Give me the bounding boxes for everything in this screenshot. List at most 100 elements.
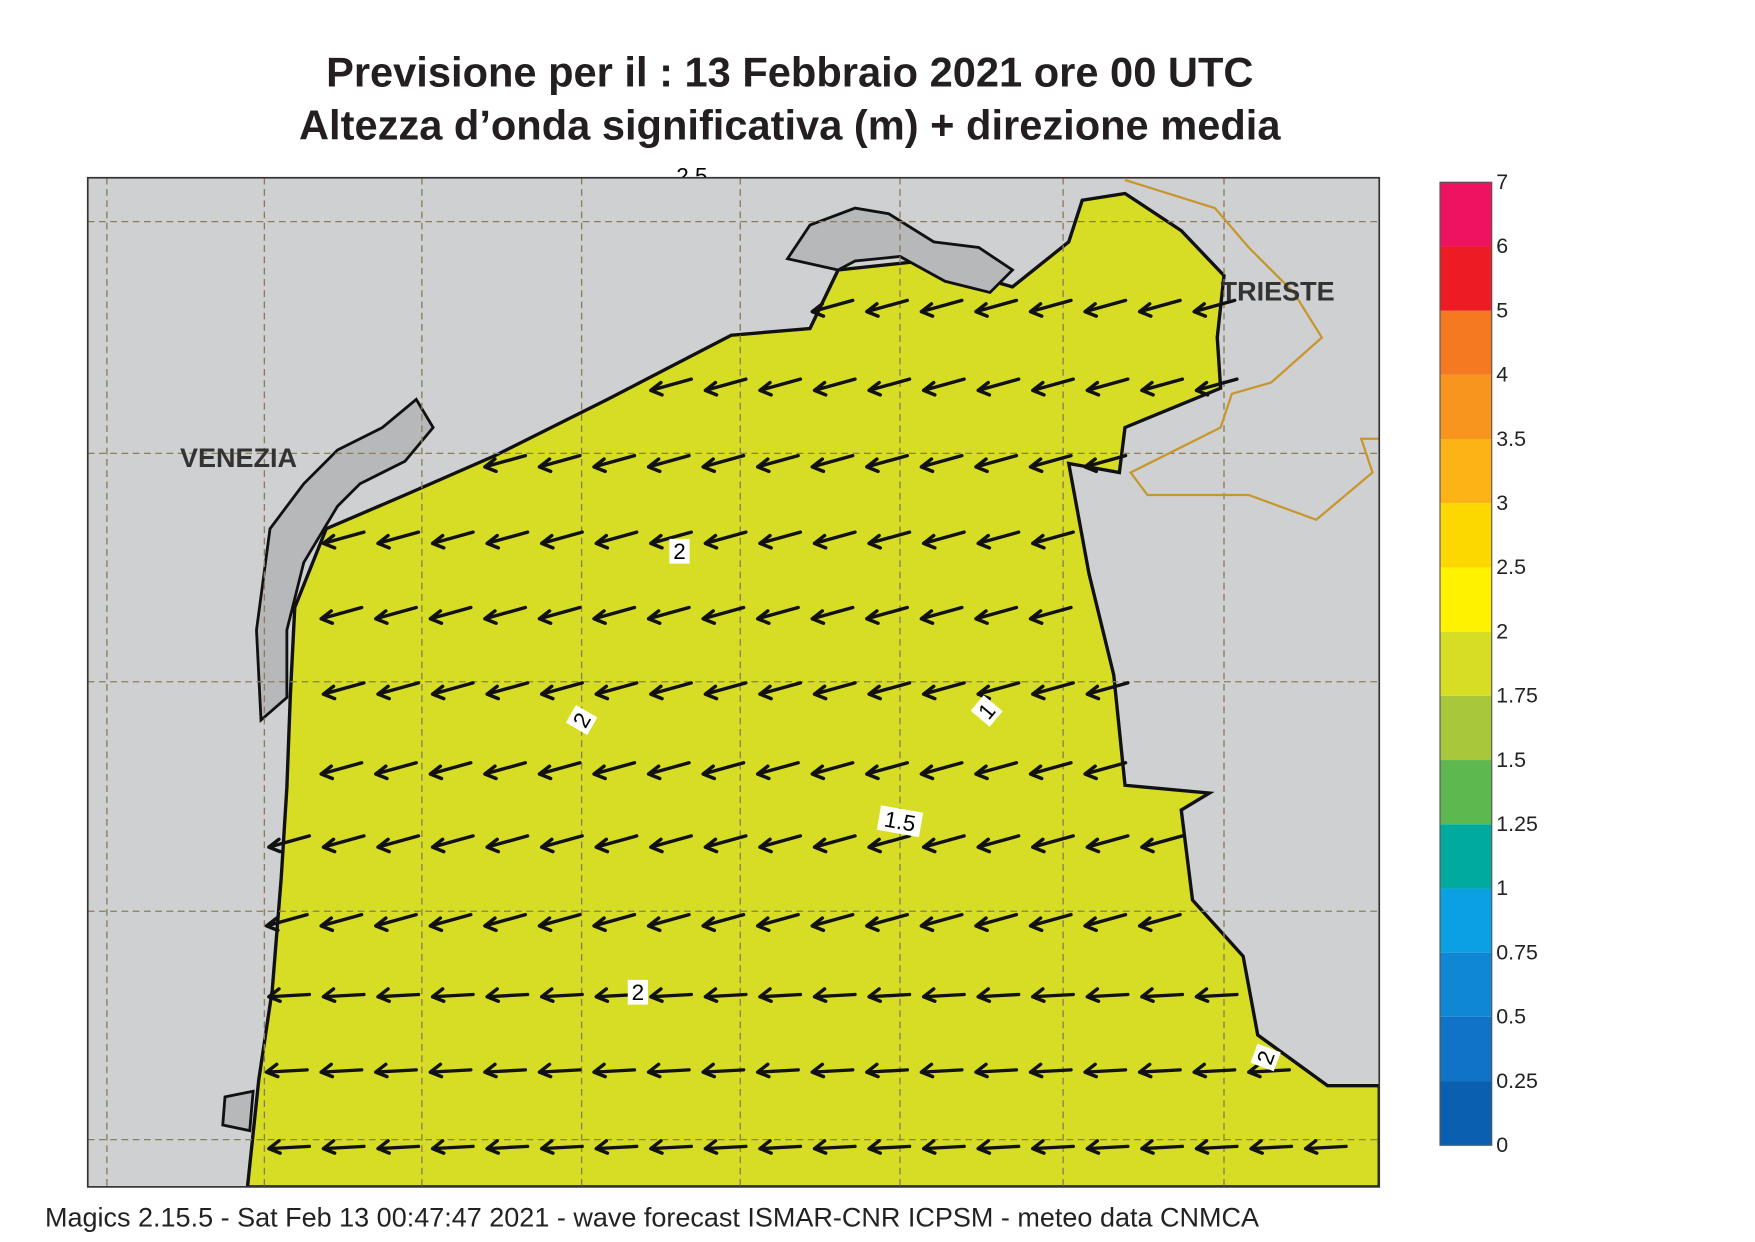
colorbar-label: 0.5 — [1496, 1005, 1526, 1029]
wave-arrow — [321, 681, 366, 701]
wave-arrow — [1303, 1139, 1348, 1155]
wave-arrow — [701, 1062, 746, 1079]
colorbar-swatch — [1440, 631, 1492, 696]
wave-arrow — [485, 681, 530, 701]
wave-arrow — [812, 987, 857, 1003]
wave-arrow — [758, 1139, 803, 1155]
wave-arrow — [483, 761, 528, 781]
wave-arrow — [812, 1139, 857, 1155]
wave-arrow — [810, 912, 855, 933]
subtitle: Altezza d’onda significativa (m) + direz… — [299, 102, 1281, 149]
wave-arrow — [703, 987, 748, 1003]
colorbar-label: 3 — [1496, 491, 1508, 515]
wave-arrow — [430, 834, 475, 854]
colorbar-label: 1.25 — [1496, 812, 1538, 836]
wave-arrow — [758, 834, 803, 854]
wave-arrow — [1247, 1062, 1291, 1079]
wave-arrow — [267, 1139, 312, 1155]
wave-arrow — [974, 605, 1019, 625]
wave-arrow — [976, 834, 1021, 854]
wave-arrow — [812, 681, 857, 701]
wave-arrow — [264, 1062, 309, 1079]
wave-arrow — [1137, 298, 1182, 318]
wave-arrow — [537, 453, 582, 474]
contour-labels: 2 2 1 1.5 2 2 — [565, 538, 1281, 1072]
wave-arrow — [646, 605, 691, 625]
wave-arrow — [1031, 834, 1075, 854]
wave-arrow — [867, 987, 912, 1003]
wave-arrow — [865, 453, 909, 474]
wave-arrow — [1083, 761, 1128, 781]
wave-arrow — [430, 681, 475, 701]
wave-arrow — [1137, 1062, 1182, 1079]
frame — [86, 176, 1381, 1188]
wave-arrow — [376, 681, 421, 701]
wave-arrow — [867, 377, 912, 397]
wave-arrow — [428, 605, 473, 625]
wave-arrow — [592, 761, 637, 781]
wave-arrow — [321, 1139, 366, 1155]
wave-arrow — [921, 530, 966, 550]
wave-arrow — [376, 1139, 421, 1155]
wave-arrow — [374, 1062, 418, 1079]
wave-arrow — [703, 681, 748, 701]
wave-arrow — [1031, 681, 1075, 701]
wave-arrow — [649, 834, 693, 854]
wave-arrow — [1194, 377, 1239, 397]
wave-arrow — [756, 761, 800, 781]
wave-arrow — [267, 834, 312, 854]
wave-arrow — [649, 987, 693, 1003]
wave-arrow — [592, 912, 637, 933]
colorbar-swatch — [1440, 310, 1492, 375]
wave-arrow — [376, 834, 421, 854]
wave-arrow — [1249, 1139, 1294, 1155]
place-label: TRIESTE — [1221, 276, 1335, 306]
wave-arrow — [540, 530, 584, 550]
wave-arrow — [537, 912, 582, 933]
wave-arrow — [483, 453, 528, 474]
colorbar-label: 2 — [1496, 619, 1508, 643]
wave-arrow — [376, 987, 421, 1003]
wave-arrow — [1194, 987, 1239, 1003]
wave-arrow — [594, 834, 639, 854]
wave-arrow — [919, 453, 964, 474]
wave-arrow — [865, 298, 909, 318]
wave-arrow — [485, 987, 530, 1003]
wave-arrow — [374, 605, 418, 625]
wave-arrow — [537, 761, 582, 781]
wave-arrow — [1192, 1062, 1237, 1079]
wave-arrow — [865, 1062, 909, 1079]
wave-arrow — [267, 987, 312, 1003]
title: Previsione per il : 13 Febbraio 2021 ore… — [326, 49, 1253, 96]
colorbar-swatch — [1440, 374, 1492, 440]
wave-arrow — [976, 530, 1021, 550]
wave-arrow — [974, 912, 1019, 933]
wave-arrow — [1031, 530, 1075, 550]
wave-arrow — [976, 987, 1021, 1003]
wave-arrow — [319, 912, 364, 933]
colorbar-swatch — [1440, 1081, 1492, 1146]
wave-arrow — [974, 1062, 1019, 1079]
wave-arrow — [592, 605, 637, 625]
wave-arrow — [1028, 605, 1073, 625]
wave-arrow — [594, 1139, 639, 1155]
wave-arrow — [540, 681, 584, 701]
wave-arrow — [428, 912, 473, 933]
wave-arrow — [1031, 1139, 1075, 1155]
wave-arrow — [592, 453, 637, 474]
wave-arrow — [1028, 912, 1073, 933]
wave-arrow — [974, 761, 1019, 781]
wave-arrow — [756, 453, 800, 474]
wave-arrow — [485, 834, 530, 854]
wave-arrow — [264, 912, 309, 933]
wave-arrow — [319, 1062, 364, 1079]
colorbar-label: 5 — [1496, 298, 1508, 322]
wave-arrow — [649, 1139, 693, 1155]
colorbar-swatch — [1440, 952, 1492, 1017]
wave-arrow — [540, 1139, 584, 1155]
wave-arrow — [646, 912, 691, 933]
wave-arrow — [758, 681, 803, 701]
wave-arrow — [865, 912, 909, 933]
wave-arrow — [537, 605, 582, 625]
